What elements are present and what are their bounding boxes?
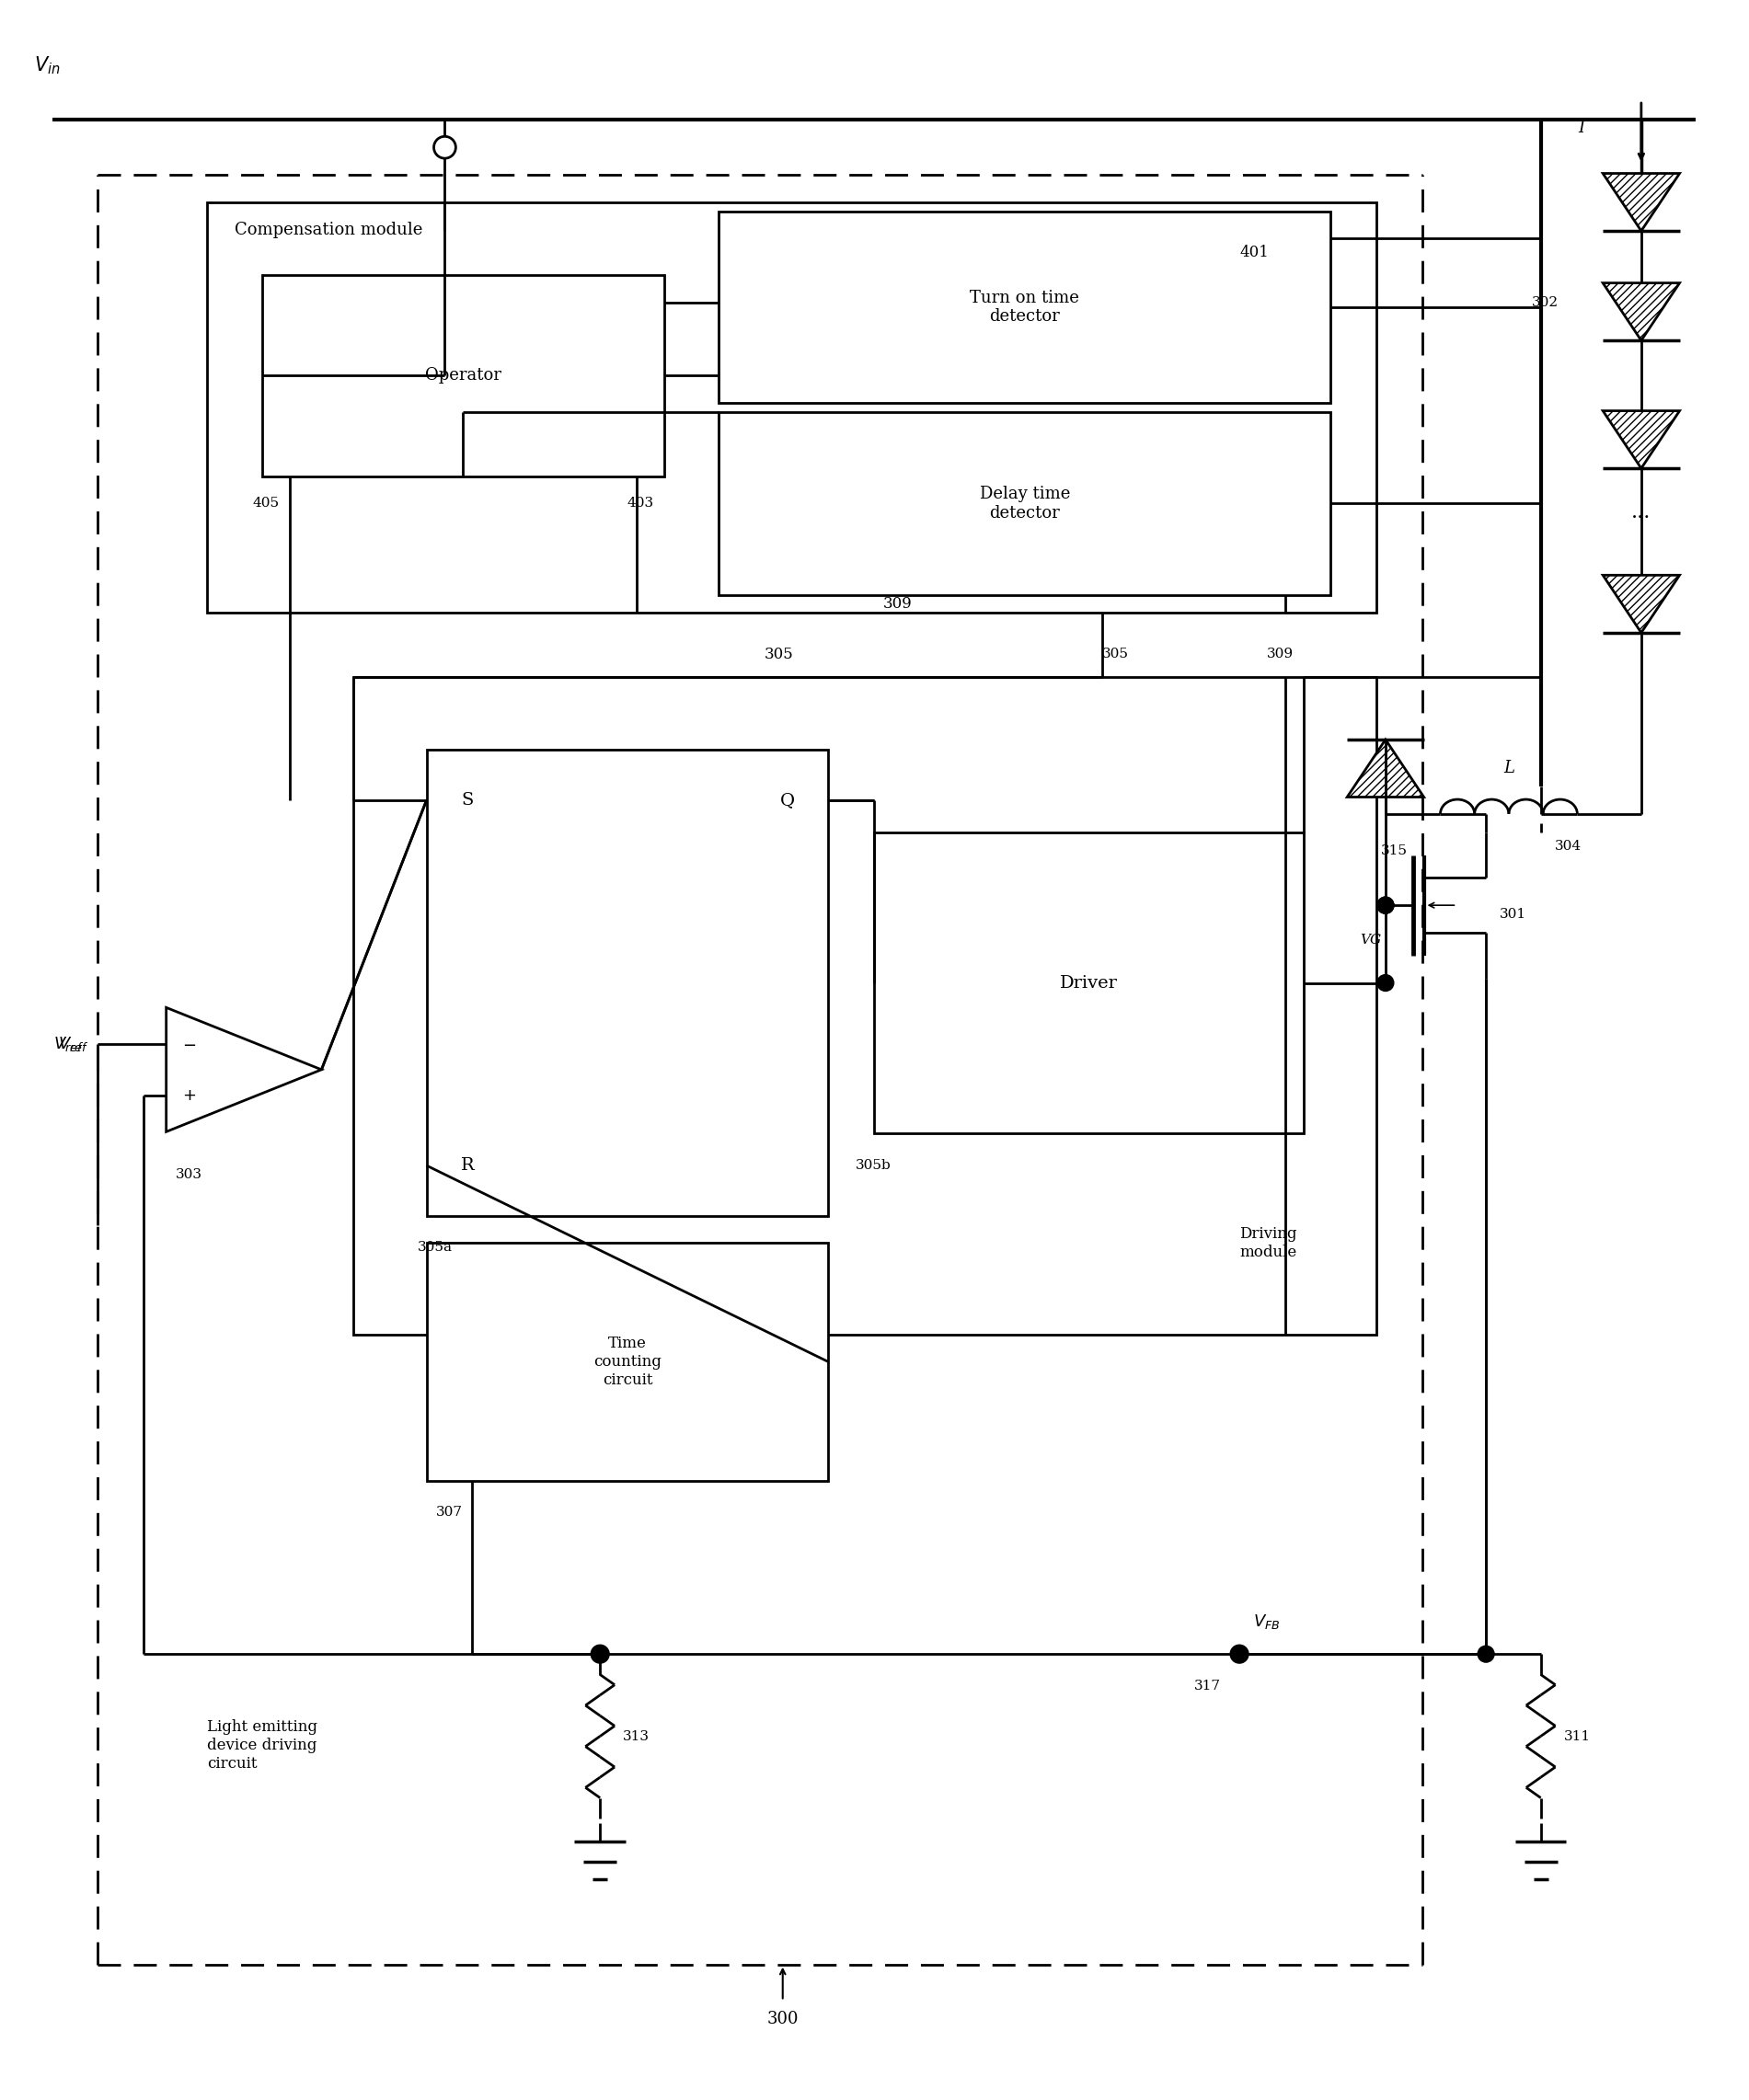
Text: S: S [462,792,474,808]
Text: Driver: Driver [1060,974,1118,991]
Text: 305: 305 [1102,647,1130,662]
Text: 304: 304 [1555,840,1581,853]
Text: VG: VG [1359,934,1382,947]
Text: Time
counting
circuit: Time counting circuit [593,1336,661,1388]
Circle shape [1478,1646,1494,1663]
Text: 305a: 305a [418,1241,453,1254]
Text: Turn on time
detector: Turn on time detector [971,290,1079,326]
Circle shape [1376,897,1394,914]
Circle shape [591,1644,609,1663]
Text: 311: 311 [1564,1730,1590,1743]
Text: 317: 317 [1195,1680,1221,1693]
Circle shape [1376,897,1394,914]
Bar [719,412,1331,594]
Text: 305: 305 [764,647,794,662]
Text: 300: 300 [766,2012,799,2029]
Text: $V_{ref}$: $V_{ref}$ [54,1035,84,1054]
Bar [262,275,665,477]
Text: Operator: Operator [425,367,502,384]
Text: R: R [460,1157,474,1174]
Circle shape [1376,974,1394,991]
Text: Q: Q [780,792,794,808]
Polygon shape [1347,739,1424,798]
Text: 403: 403 [628,498,654,510]
Text: L: L [1504,760,1515,777]
Text: 305b: 305b [855,1159,892,1172]
Bar [353,676,1376,1333]
Text: I: I [1579,120,1585,136]
Text: 405: 405 [254,498,280,510]
Text: Light emitting
device driving
circuit: Light emitting device driving circuit [208,1720,318,1770]
Text: $V_{in}$: $V_{in}$ [33,55,59,76]
Text: Driving
module: Driving module [1240,1226,1296,1260]
Circle shape [1376,897,1394,914]
Bar [208,202,1376,613]
Text: Delay time
detector: Delay time detector [979,485,1070,521]
Bar [427,750,829,1216]
Polygon shape [1602,284,1679,340]
Polygon shape [1602,575,1679,632]
Bar [874,832,1303,1134]
Text: $-$: $-$ [182,1035,196,1052]
Text: 309: 309 [1266,647,1294,662]
Text: $V_{FB}$: $V_{FB}$ [1252,1613,1280,1632]
Text: 301: 301 [1499,907,1527,920]
Text: $V_{ref}$: $V_{ref}$ [58,1035,89,1054]
Text: Compensation module: Compensation module [234,220,423,237]
Text: 313: 313 [623,1730,649,1743]
Text: 302: 302 [1532,296,1558,309]
Circle shape [1230,1644,1249,1663]
Text: 307: 307 [436,1506,462,1518]
Text: $+$: $+$ [182,1088,196,1102]
Text: 309: 309 [883,596,913,611]
Text: ...: ... [1632,502,1651,523]
Bar [427,1243,829,1480]
Text: 303: 303 [175,1168,203,1180]
Text: 401: 401 [1240,244,1268,260]
Text: 315: 315 [1382,844,1408,857]
Polygon shape [1602,412,1679,468]
Bar [719,212,1331,403]
Polygon shape [1602,174,1679,231]
